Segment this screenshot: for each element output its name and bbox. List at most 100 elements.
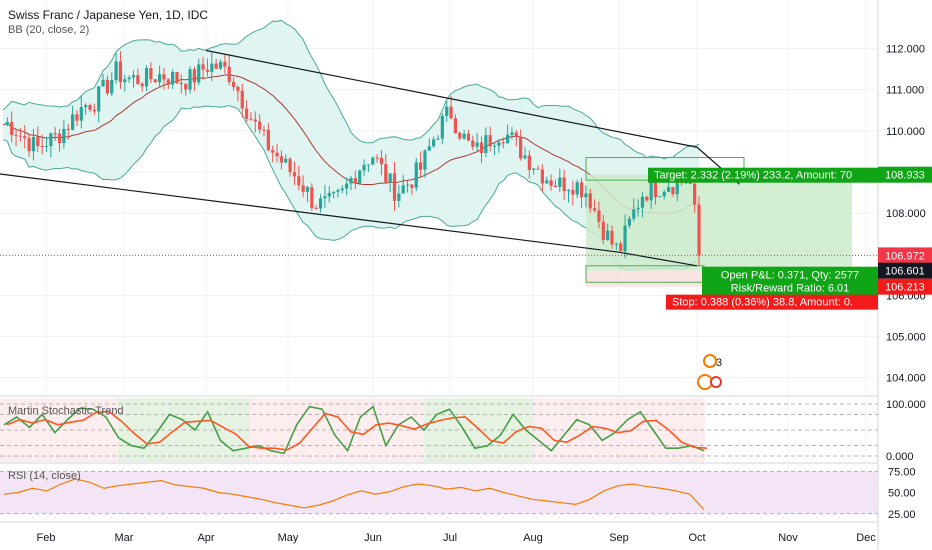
candle-body	[97, 86, 101, 112]
time-tick-label: Jun	[364, 532, 382, 544]
candle-body	[536, 168, 540, 170]
candle-body	[205, 69, 210, 72]
price-tag-bg	[878, 247, 932, 264]
candle-body	[66, 128, 70, 130]
candle-body	[297, 176, 301, 186]
candle-body	[36, 137, 40, 147]
candle-body	[271, 150, 275, 153]
candle-body	[388, 173, 392, 183]
candle-body	[314, 208, 318, 210]
candle-body	[632, 209, 636, 219]
candle-body	[179, 82, 183, 84]
candle-body	[149, 68, 153, 80]
stop-label-bg	[666, 294, 878, 310]
price-tick-label: 104.000	[886, 373, 926, 385]
rsi-line	[3, 478, 705, 510]
candle-body	[675, 180, 679, 195]
time-tick-label: Jul	[443, 532, 457, 544]
candle-body	[18, 135, 22, 137]
target-zone	[586, 174, 852, 271]
candle-body	[71, 114, 75, 130]
candle-body	[488, 135, 492, 147]
candle-body	[627, 218, 631, 226]
price-tag-last: 106.972	[885, 250, 925, 262]
price-tick-label: 112.000	[886, 43, 925, 55]
candle-body	[540, 169, 544, 184]
candle-body	[279, 156, 283, 163]
stoch-title: Martin Stochastic Trend	[8, 405, 124, 417]
candle-body	[301, 185, 305, 192]
candle-body	[562, 177, 566, 192]
candle-body	[57, 133, 62, 143]
candle-body	[14, 134, 18, 136]
candle-body	[88, 105, 92, 110]
candle-body	[62, 128, 66, 143]
candle-body	[432, 139, 436, 147]
candle-body	[327, 192, 331, 197]
candle-body	[140, 83, 144, 87]
target-label: Target: 2.332 (2.19%) 233.2, Amount: 70	[654, 170, 852, 182]
candle-body	[606, 230, 610, 240]
candle-body	[514, 132, 518, 138]
candle-body	[601, 221, 605, 240]
rsi-tick-label: 50.00	[888, 488, 916, 500]
time-tick-label: Dec	[856, 532, 876, 544]
candle-body	[240, 90, 244, 109]
pnl-label: Open P&L: 0.371, Qty: 2577	[721, 270, 859, 282]
candle-body	[332, 191, 336, 193]
candle-body	[545, 180, 549, 184]
candle-body	[305, 187, 310, 192]
candle-body	[414, 162, 418, 188]
candle-body	[236, 86, 240, 91]
stoch-tick-label: 0.000	[886, 451, 914, 463]
candle-body	[419, 162, 423, 170]
time-tick-label: Apr	[197, 532, 214, 544]
candle-body	[510, 132, 514, 135]
candle-body	[5, 122, 9, 125]
candle-body	[558, 177, 562, 188]
candle-body	[384, 164, 388, 183]
candle-body	[362, 164, 366, 171]
candle-body	[523, 155, 527, 159]
candle-body	[614, 243, 618, 245]
candle-body	[397, 193, 401, 201]
candle-body	[210, 63, 214, 72]
candle-body	[371, 157, 375, 165]
candle-body	[158, 74, 162, 83]
candle-body	[92, 109, 96, 112]
candle-body	[584, 193, 588, 198]
candle-body	[445, 106, 449, 116]
candle-body	[401, 185, 405, 194]
candle-body	[171, 71, 175, 85]
rsi-band-bg	[0, 471, 878, 514]
candle-body	[519, 137, 523, 159]
candle-body	[249, 118, 253, 120]
event-count: 3	[716, 357, 722, 369]
candle-body	[471, 140, 475, 147]
candle-body	[166, 79, 170, 85]
candle-body	[571, 190, 575, 195]
stoch-d-line	[6, 410, 708, 451]
price-tick-label: 111.000	[886, 85, 924, 97]
candle-body	[610, 230, 614, 245]
candle-body	[288, 158, 292, 173]
price-tick-label: 105.000	[886, 332, 926, 344]
candle-body	[336, 190, 340, 192]
candle-body	[345, 183, 349, 189]
candle-body	[375, 157, 379, 159]
candle-body	[475, 142, 479, 147]
candle-body	[318, 198, 323, 209]
candle-body	[231, 81, 236, 87]
candle-body	[262, 129, 266, 131]
event-marker-icon	[703, 354, 717, 368]
time-tick-label: Oct	[688, 532, 705, 544]
candle-body	[123, 79, 127, 83]
time-tick-label: Aug	[523, 532, 543, 544]
candle-body	[253, 119, 257, 122]
candle-body	[114, 61, 118, 80]
candle-body	[623, 225, 627, 252]
stoch-k-line	[3, 405, 705, 455]
candle-body	[458, 132, 462, 139]
candle-body	[84, 105, 88, 108]
